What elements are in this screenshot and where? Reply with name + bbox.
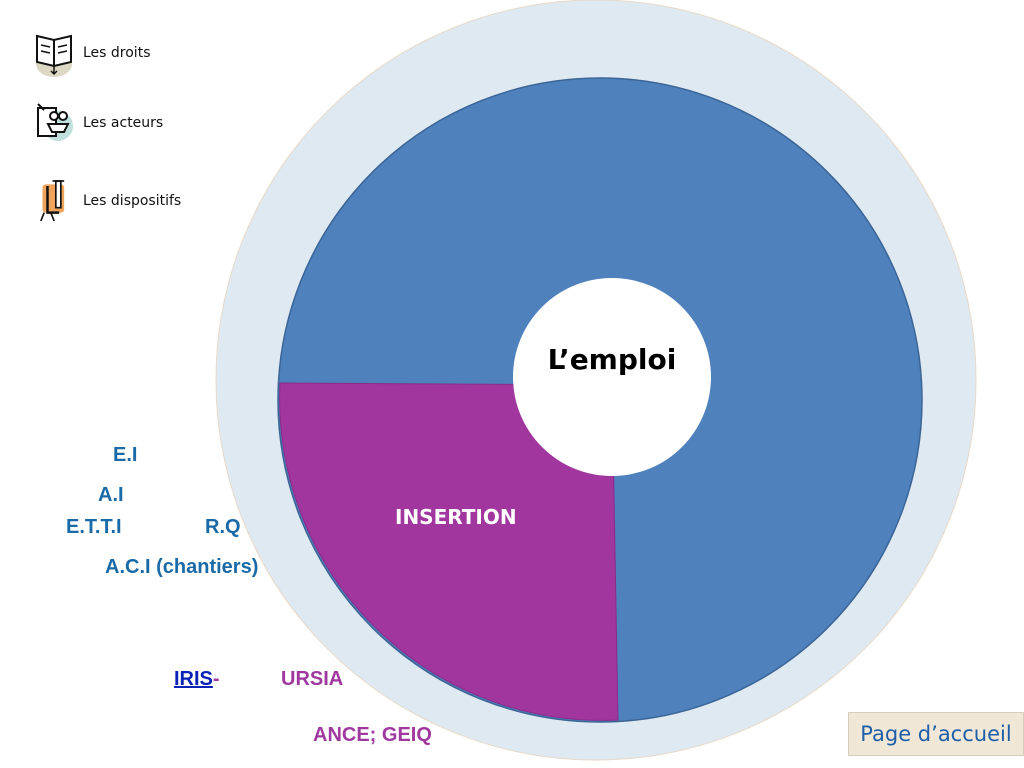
- people-board-icon: [34, 98, 76, 148]
- insertion-label: INSERTION: [395, 505, 517, 529]
- partner-iris-separator: -: [212, 668, 220, 690]
- insertion-segment[interactable]: [279, 382, 619, 721]
- nav-item-droits[interactable]: Les droits: [34, 28, 150, 78]
- nav-label-droits: Les droits: [83, 45, 151, 61]
- center-circle: [513, 278, 711, 476]
- book-icon: [34, 28, 76, 78]
- abbr-ei[interactable]: E.I: [113, 444, 138, 466]
- nav-item-acteurs[interactable]: Les acteurs: [34, 98, 163, 148]
- abbr-rq[interactable]: R.Q: [205, 516, 241, 538]
- partner-iris-group: IRIS-: [174, 668, 220, 691]
- abbr-ai[interactable]: A.I: [98, 484, 124, 506]
- nav-label-dispositifs: Les dispositifs: [83, 193, 182, 209]
- center-title: L’emploi: [547, 343, 677, 376]
- partner-iris-link[interactable]: IRIS: [174, 668, 213, 690]
- nav-label-acteurs: Les acteurs: [83, 115, 164, 131]
- clamp-icon: [34, 176, 76, 226]
- nav-item-dispositifs[interactable]: Les dispositifs: [34, 176, 181, 226]
- home-button[interactable]: Page d’accueil: [848, 712, 1024, 756]
- abbr-etti[interactable]: E.T.T.I: [66, 516, 122, 538]
- partner-ance-geiq[interactable]: ANCE; GEIQ: [313, 724, 432, 746]
- abbr-aci[interactable]: A.C.I (chantiers): [105, 556, 259, 578]
- partner-ursia[interactable]: URSIA: [281, 668, 344, 690]
